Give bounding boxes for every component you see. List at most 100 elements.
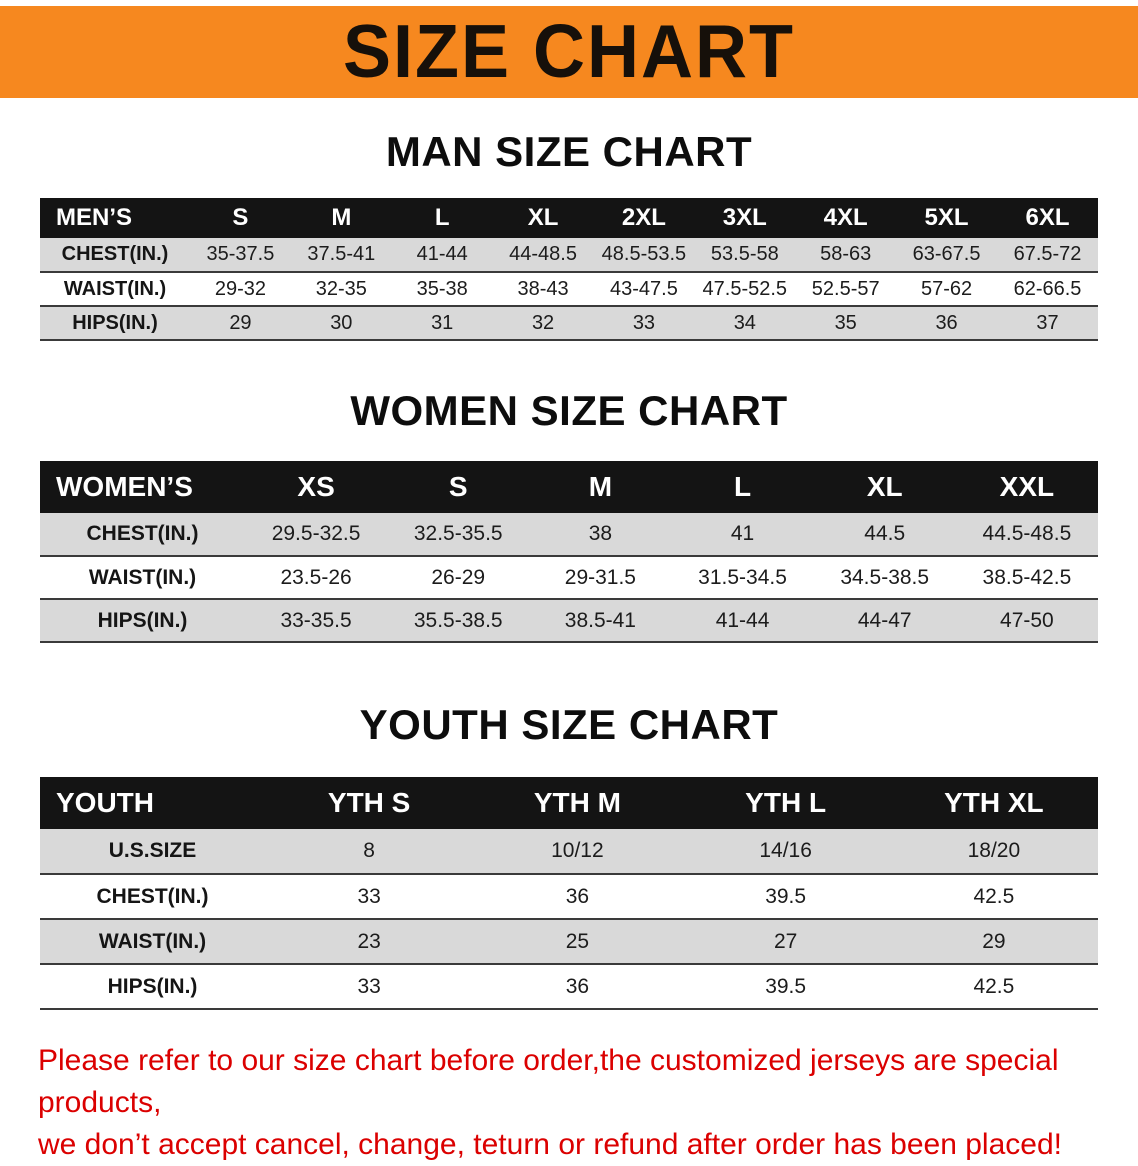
table-group-label: MEN’S — [40, 198, 190, 238]
size-value: 29-31.5 — [564, 565, 636, 589]
size-value: 38-43 — [517, 277, 569, 300]
size-chart-page: SIZE CHART MAN SIZE CHART MEN’S S M L XL 2XL 3… — [0, 6, 1138, 1166]
size-value: 39.5 — [765, 884, 807, 908]
row-label: HIPS(IN.) — [97, 608, 188, 632]
size-column-header: 4XL — [795, 198, 897, 238]
size-column-header: YTH M — [473, 777, 682, 829]
size-column-header: YTH S — [265, 777, 474, 829]
size-value: 38.5-41 — [564, 608, 636, 632]
size-value: 33 — [357, 974, 381, 998]
size-value: 53.5-58 — [710, 243, 779, 265]
size-value: 29 — [982, 929, 1006, 953]
man-size-chart-section: MAN SIZE CHART MEN’S S M L XL 2XL 3XL 4XL 5XL 6XL… — [0, 128, 1138, 341]
size-column-header: S — [387, 461, 530, 513]
size-column-header: S — [190, 198, 291, 238]
table-group-label: YOUTH — [40, 777, 265, 829]
size-value: 26-29 — [431, 565, 486, 589]
size-value: 36 — [935, 311, 958, 334]
size-value: 33-35.5 — [280, 608, 352, 632]
size-value: 35.5-38.5 — [413, 608, 503, 632]
table-row: U.S.SIZE 8 10/12 14/16 18/20 — [40, 829, 1098, 874]
size-value: 30 — [330, 311, 353, 334]
table-row: CHEST(IN.) 35-37.5 37.5-41 41-44 44-48.5 48.5… — [40, 238, 1098, 272]
size-column-header: L — [671, 461, 814, 513]
size-column-header: YTH XL — [889, 777, 1098, 829]
table-row: HIPS(IN.) 33-35.5 35.5-38.5 38.5-41 41-44 44-… — [40, 599, 1098, 642]
table-row: WAIST(IN.) 29-32 32-35 35-38 38-43 43-47.5 47.… — [40, 272, 1098, 306]
size-value: 23 — [357, 929, 381, 953]
youth-size-chart-section: YOUTH SIZE CHART YOUTH YTH S YTH M YTH L YTH… — [0, 701, 1138, 1010]
size-value: 44-48.5 — [509, 243, 577, 265]
size-value: 42.5 — [973, 974, 1015, 998]
size-column-header: L — [391, 198, 493, 238]
size-value: 38 — [588, 522, 613, 545]
row-label: WAIST(IN.) — [63, 277, 167, 300]
size-value: 67.5-72 — [1013, 243, 1082, 265]
size-value: 32-35 — [315, 277, 367, 300]
man-section-heading: MAN SIZE CHART — [385, 128, 753, 175]
size-column-header: XL — [813, 461, 956, 513]
women-size-table: WOMEN’S XS S M L XL XXL CHEST(IN.) 29.5-32.5 32.5… — [40, 461, 1098, 643]
size-value: 36 — [565, 884, 590, 908]
size-value: 32.5-35.5 — [413, 522, 503, 545]
size-value: 57-62 — [920, 277, 973, 300]
size-column-header: 6XL — [997, 198, 1098, 238]
size-column-header: 5XL — [896, 198, 997, 238]
size-column-header: XL — [492, 198, 594, 238]
size-value: 44-47 — [857, 608, 912, 632]
disclaimer-note: Please refer to our size chart before or… — [38, 1040, 1108, 1166]
row-label: WAIST(IN.) — [88, 565, 197, 589]
size-value: 31.5-34.5 — [698, 565, 787, 589]
size-value: 43-47.5 — [610, 277, 678, 300]
size-value: 35 — [834, 311, 857, 334]
size-value: 18/20 — [967, 839, 1021, 862]
youth-section-heading: YOUTH SIZE CHART — [359, 701, 779, 748]
size-column-header: XXL — [955, 461, 1098, 513]
size-value: 37.5-41 — [307, 243, 376, 265]
size-value: 48.5-53.5 — [601, 243, 687, 265]
size-value: 58-63 — [820, 243, 872, 265]
size-value: 34.5-38.5 — [840, 565, 930, 589]
size-column-header: M — [529, 461, 672, 513]
size-column-header: 3XL — [694, 198, 796, 238]
size-value: 37 — [1036, 311, 1059, 334]
size-value: 33 — [632, 311, 656, 334]
men-size-table: MEN’S S M L XL 2XL 3XL 4XL 5XL 6XL CHEST(IN.) 35-37… — [40, 198, 1098, 341]
table-row: HIPS(IN.) 33 36 39.5 42.5 — [40, 964, 1098, 1009]
table-row: CHEST(IN.) 33 36 39.5 42.5 — [40, 874, 1098, 919]
size-value: 29-32 — [214, 277, 267, 300]
size-value: 35-37.5 — [206, 243, 275, 265]
table-group-label: WOMEN’S — [40, 461, 245, 513]
size-value: 44.5 — [864, 522, 906, 545]
size-value: 29.5-32.5 — [271, 522, 361, 545]
size-value: 32 — [531, 311, 555, 334]
size-value: 47.5-52.5 — [702, 277, 788, 300]
youth-size-table: YOUTH YTH S YTH M YTH L YTH XL U.S.SIZE 8 10/12… — [40, 777, 1098, 1010]
size-value: 41 — [730, 522, 755, 545]
size-value: 14/16 — [759, 839, 812, 862]
size-value: 41-44 — [416, 243, 468, 265]
disclaimer-line-1: Please refer to our size chart before or… — [38, 1044, 1059, 1119]
size-value: 29 — [229, 311, 252, 334]
size-value: 63-67.5 — [912, 243, 981, 265]
size-value: 34 — [733, 311, 756, 334]
row-label: HIPS(IN.) — [72, 311, 158, 334]
banner: SIZE CHART — [0, 6, 1138, 98]
table-row: CHEST(IN.) 29.5-32.5 32.5-35.5 38 41 44.5 44.5… — [40, 513, 1098, 556]
table-header-row: WOMEN’S XS S M L XL XXL — [40, 461, 1098, 513]
row-label: HIPS(IN.) — [107, 974, 198, 998]
table-row: WAIST(IN.) 23 25 27 29 — [40, 919, 1098, 964]
table-row: HIPS(IN.) 29 30 31 32 33 34 35 36 37 — [40, 306, 1098, 340]
size-value: 31 — [431, 311, 454, 334]
women-section-heading: WOMEN SIZE CHART — [350, 387, 788, 434]
size-value: 42.5 — [973, 884, 1015, 908]
size-column-header: M — [290, 198, 392, 238]
size-column-header: XS — [245, 461, 388, 513]
size-column-header: YTH L — [681, 777, 890, 829]
row-label: CHEST(IN.) — [86, 522, 199, 545]
row-label: WAIST(IN.) — [98, 929, 207, 953]
size-value: 38.5-42.5 — [982, 565, 1072, 589]
size-value: 10/12 — [551, 839, 604, 862]
table-row: WAIST(IN.) 23.5-26 26-29 29-31.5 31.5-34.5 34… — [40, 556, 1098, 599]
women-size-chart-section: WOMEN SIZE CHART WOMEN’S XS S M L XL XXL CHEST(… — [0, 387, 1138, 643]
